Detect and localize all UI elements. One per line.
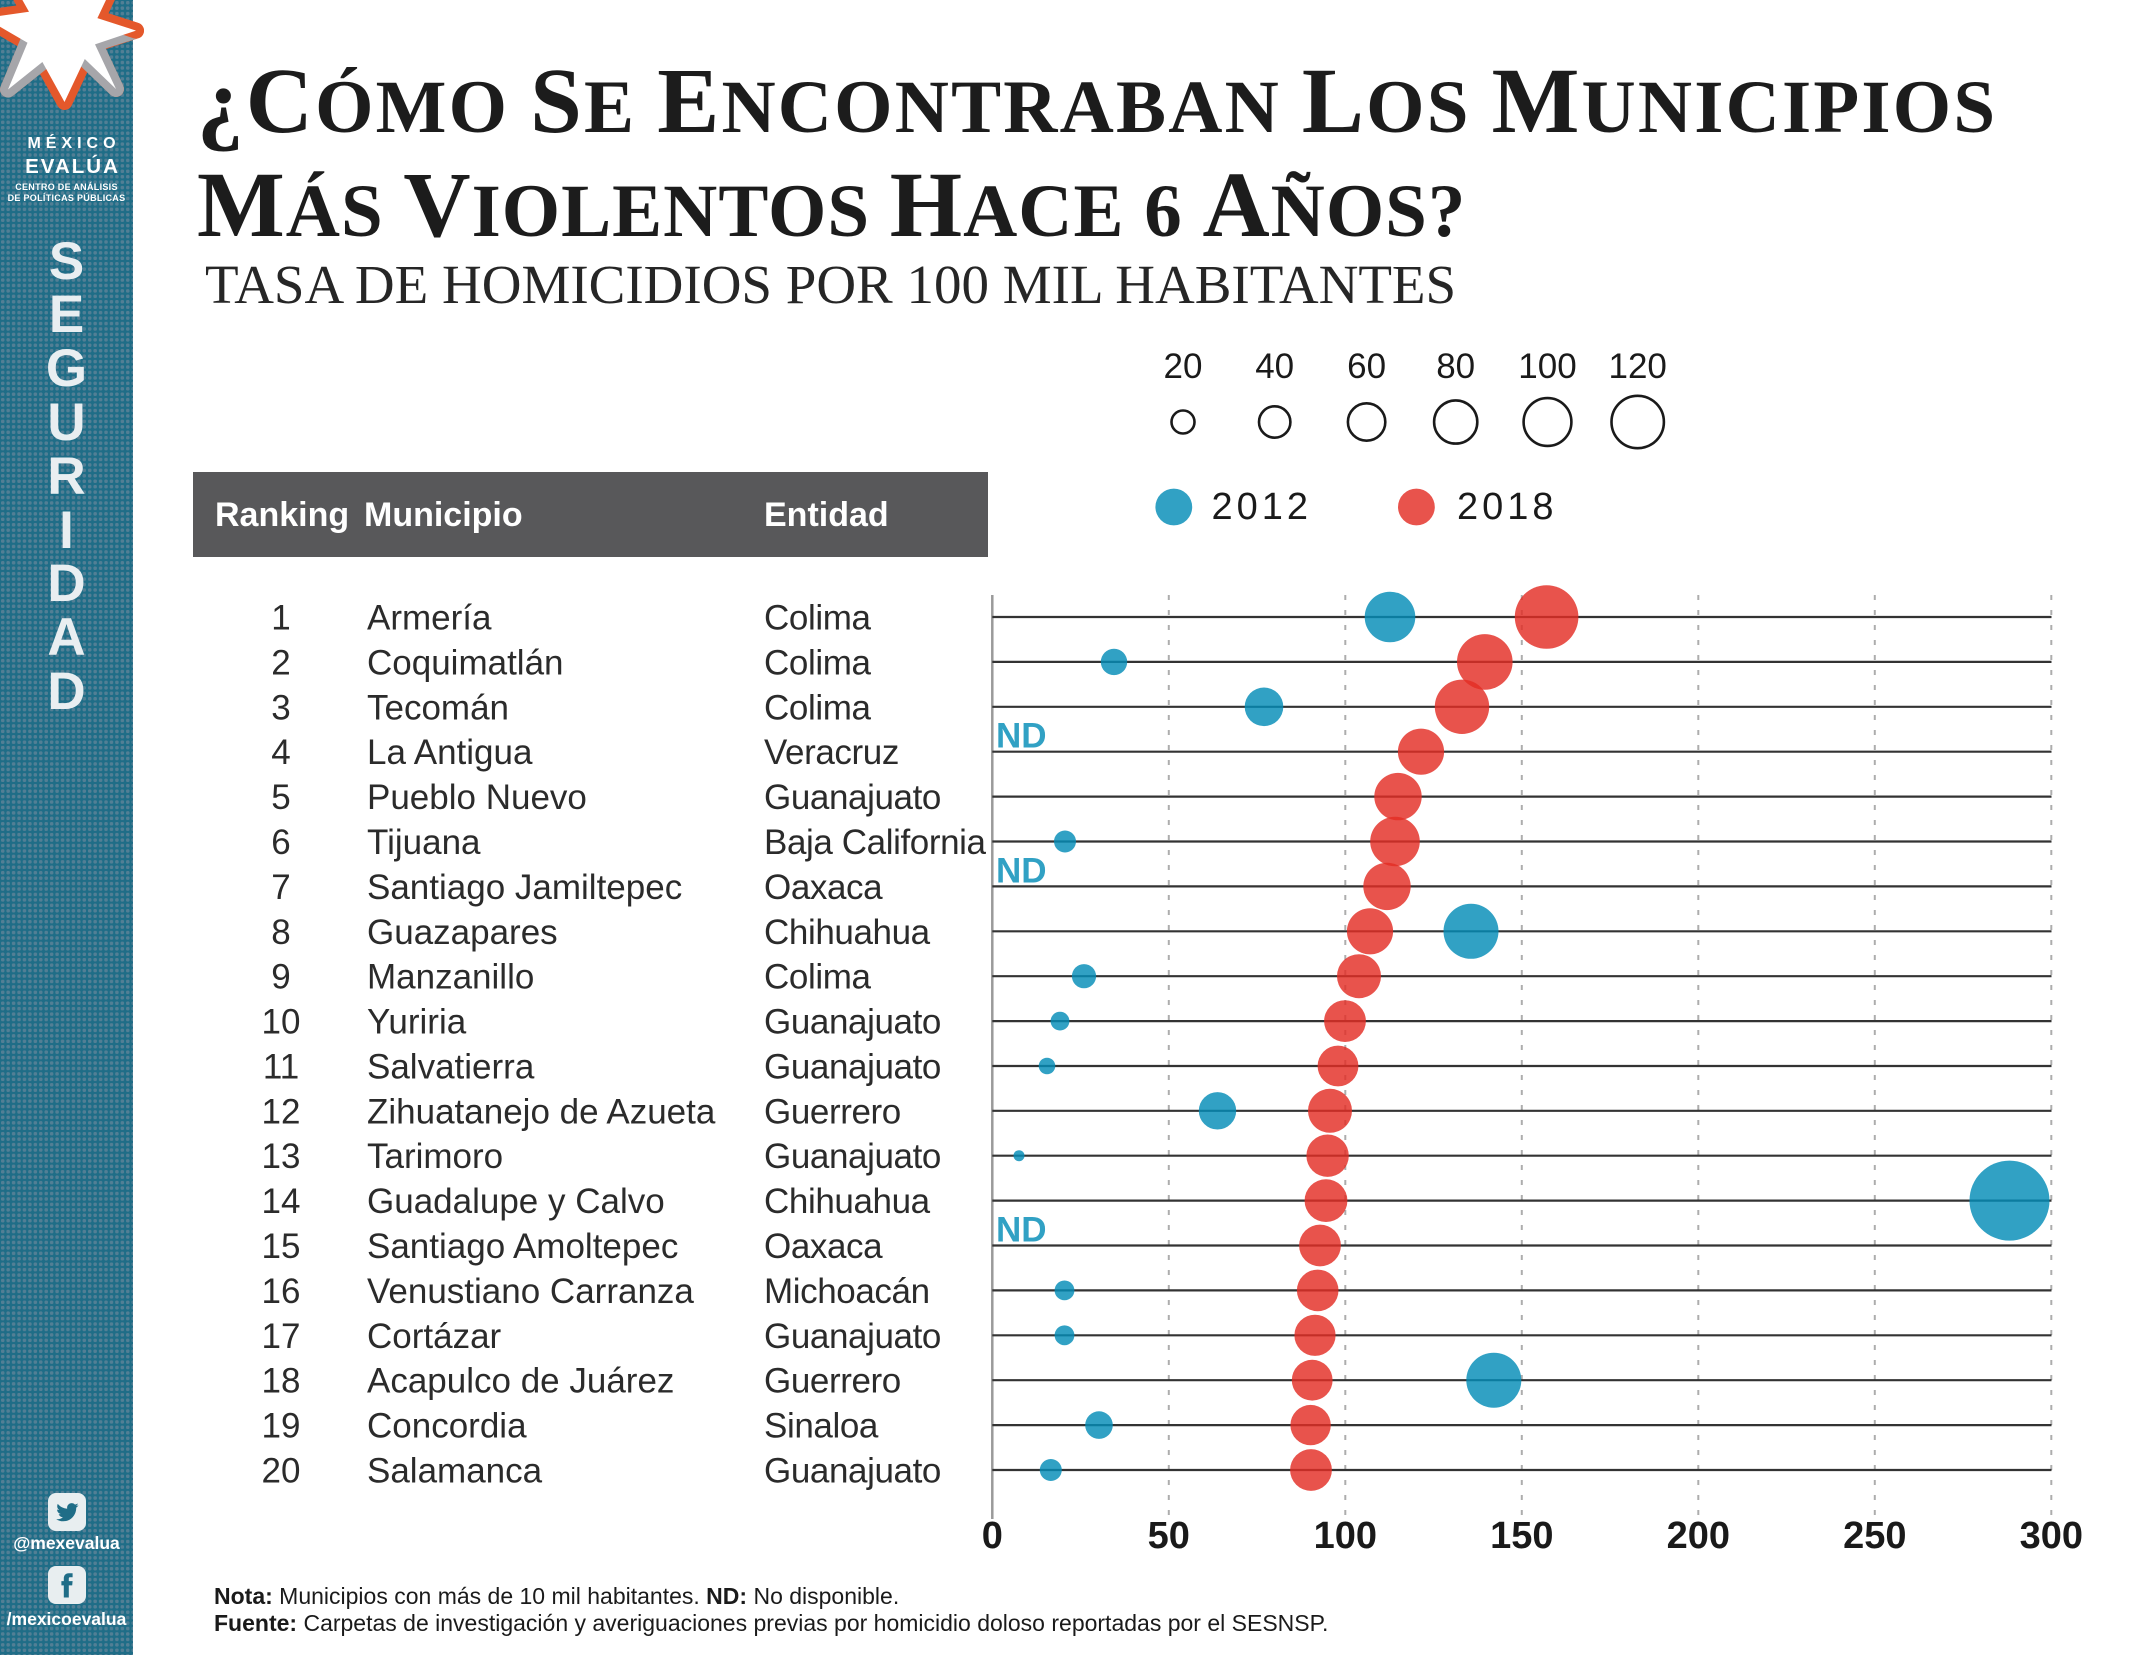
- svg-text:Guanajuato: Guanajuato: [764, 1137, 941, 1176]
- svg-text:Venustiano Carranza: Venustiano Carranza: [367, 1272, 694, 1311]
- svg-text:0: 0: [982, 1515, 1003, 1557]
- svg-text:Entidad: Entidad: [764, 496, 889, 534]
- svg-text:Chihuahua: Chihuahua: [764, 1182, 931, 1221]
- svg-text:Santiago Amoltepec: Santiago Amoltepec: [367, 1227, 678, 1266]
- svg-text:Cortázar: Cortázar: [367, 1317, 502, 1356]
- svg-text:Colima: Colima: [764, 643, 871, 682]
- svg-text:ND: ND: [996, 717, 1047, 756]
- svg-text:Guazapares: Guazapares: [367, 913, 558, 952]
- svg-text:Guerrero: Guerrero: [764, 1362, 901, 1401]
- svg-text:Salvatierra: Salvatierra: [367, 1048, 535, 1087]
- svg-text:Concordia: Concordia: [367, 1407, 527, 1446]
- svg-text:14: 14: [262, 1182, 301, 1221]
- svg-text:Oaxaca: Oaxaca: [764, 1227, 883, 1266]
- svg-text:Armería: Armería: [367, 599, 492, 638]
- svg-text:Colima: Colima: [764, 958, 871, 997]
- svg-text:5: 5: [271, 778, 290, 817]
- svg-text:Pueblo Nuevo: Pueblo Nuevo: [367, 778, 587, 817]
- svg-text:100: 100: [1518, 347, 1576, 386]
- svg-text:Yuriria: Yuriria: [367, 1003, 467, 1042]
- svg-text:Sinaloa: Sinaloa: [764, 1407, 879, 1446]
- svg-text:La Antigua: La Antigua: [367, 733, 533, 772]
- svg-text:Oaxaca: Oaxaca: [764, 868, 883, 907]
- svg-text:Guerrero: Guerrero: [764, 1092, 901, 1131]
- svg-text:Guadalupe y Calvo: Guadalupe y Calvo: [367, 1182, 665, 1221]
- svg-text:50: 50: [1148, 1515, 1190, 1557]
- svg-text:Guanajuato: Guanajuato: [764, 1452, 941, 1491]
- svg-text:Chihuahua: Chihuahua: [764, 913, 931, 952]
- svg-text:18: 18: [262, 1362, 301, 1401]
- svg-text:15: 15: [262, 1227, 301, 1266]
- svg-text:Colima: Colima: [764, 688, 871, 727]
- svg-text:Tijuana: Tijuana: [367, 823, 481, 862]
- svg-text:Ranking: Ranking: [215, 496, 349, 534]
- svg-text:Michoacán: Michoacán: [764, 1272, 930, 1311]
- svg-text:Guanajuato: Guanajuato: [764, 1003, 941, 1042]
- svg-text:ND: ND: [996, 851, 1047, 890]
- svg-text:3: 3: [271, 688, 290, 727]
- svg-text:Guanajuato: Guanajuato: [764, 778, 941, 817]
- svg-text:8: 8: [271, 913, 290, 952]
- svg-text:60: 60: [1347, 347, 1386, 386]
- svg-text:19: 19: [262, 1407, 301, 1446]
- svg-text:Nota: Municipios con más de 10: Nota: Municipios con más de 10 mil habit…: [214, 1583, 899, 1609]
- svg-text:Municipio: Municipio: [364, 496, 523, 534]
- svg-text:2: 2: [271, 643, 290, 682]
- svg-text:120: 120: [1608, 347, 1666, 386]
- svg-text:Guanajuato: Guanajuato: [764, 1317, 941, 1356]
- svg-text:16: 16: [262, 1272, 301, 1311]
- svg-text:Santiago Jamiltepec: Santiago Jamiltepec: [367, 868, 682, 907]
- svg-text:12: 12: [262, 1092, 301, 1131]
- svg-text:2012: 2012: [1212, 486, 1313, 528]
- svg-text:13: 13: [262, 1137, 301, 1176]
- svg-text:ND: ND: [996, 1211, 1047, 1250]
- svg-text:Tarimoro: Tarimoro: [367, 1137, 503, 1176]
- svg-text:150: 150: [1490, 1515, 1553, 1557]
- svg-text:Coquimatlán: Coquimatlán: [367, 643, 564, 682]
- svg-text:9: 9: [271, 958, 290, 997]
- svg-text:Colima: Colima: [764, 599, 871, 638]
- svg-text:17: 17: [262, 1317, 301, 1356]
- svg-text:Salamanca: Salamanca: [367, 1452, 543, 1491]
- svg-text:1: 1: [271, 599, 290, 638]
- svg-text:Tecomán: Tecomán: [367, 688, 509, 727]
- svg-text:20: 20: [1164, 347, 1203, 386]
- svg-text:4: 4: [271, 733, 290, 772]
- svg-text:Manzanillo: Manzanillo: [367, 958, 534, 997]
- svg-text:200: 200: [1667, 1515, 1730, 1557]
- svg-text:Guanajuato: Guanajuato: [764, 1048, 941, 1087]
- svg-text:300: 300: [2020, 1515, 2083, 1557]
- svg-text:80: 80: [1436, 347, 1475, 386]
- svg-text:11: 11: [263, 1048, 299, 1087]
- svg-text:6: 6: [271, 823, 290, 862]
- svg-text:10: 10: [262, 1003, 301, 1042]
- svg-text:250: 250: [1843, 1515, 1906, 1557]
- svg-text:Baja California: Baja California: [764, 823, 987, 862]
- svg-text:Fuente: Carpetas de investigac: Fuente: Carpetas de investigación y aver…: [214, 1610, 1328, 1636]
- svg-text:7: 7: [271, 868, 290, 907]
- svg-text:Zihuatanejo de Azueta: Zihuatanejo de Azueta: [367, 1092, 716, 1131]
- svg-text:40: 40: [1255, 347, 1294, 386]
- svg-text:2018: 2018: [1457, 486, 1558, 528]
- svg-text:Acapulco de Juárez: Acapulco de Juárez: [367, 1362, 674, 1401]
- svg-text:Veracruz: Veracruz: [764, 733, 899, 772]
- svg-text:100: 100: [1314, 1515, 1377, 1557]
- svg-text:20: 20: [262, 1452, 301, 1491]
